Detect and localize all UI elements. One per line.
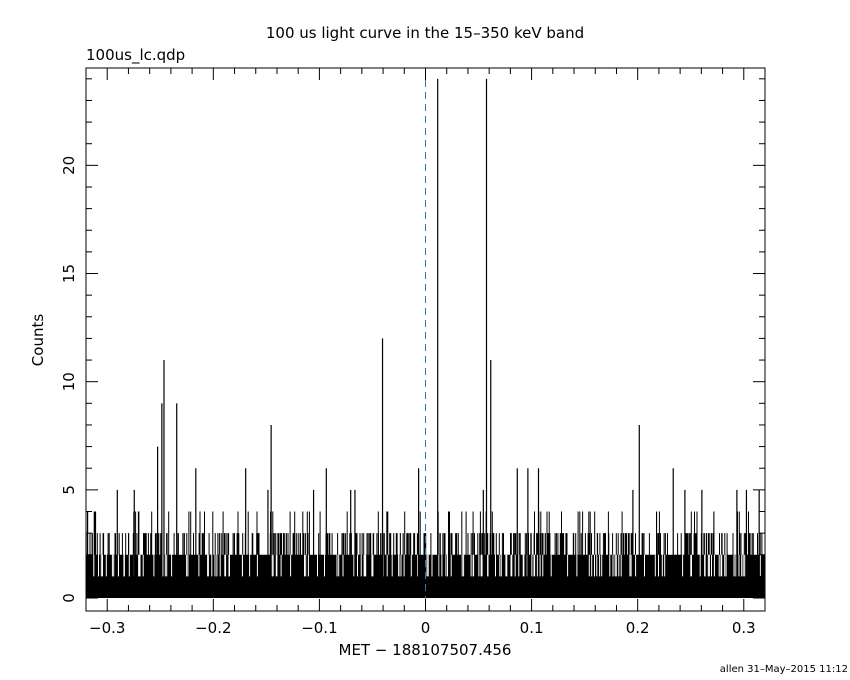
- chart-subtitle: 100us_lc.qdp: [86, 46, 185, 65]
- x-tick-label: 0: [421, 619, 431, 637]
- x-tick-label: 0.3: [732, 619, 756, 637]
- background-gaps: [93, 554, 761, 577]
- y-tick-labels: 0 5 10 15 20: [60, 156, 78, 603]
- y-tick-label: 0: [60, 593, 78, 603]
- x-tick-label: 0.2: [626, 619, 650, 637]
- x-axis-label: MET − 188107507.456: [339, 641, 512, 659]
- y-tick-label: 5: [60, 485, 78, 495]
- axis-ticks: [85, 68, 766, 611]
- x-tick-label: 0.1: [520, 619, 544, 637]
- x-tick-label: −0.1: [301, 619, 337, 637]
- footer-credit: allen 31–May–2015 11:12: [720, 664, 848, 675]
- y-tick-label: 20: [60, 156, 78, 175]
- y-tick-label: 15: [60, 264, 78, 283]
- x-tick-labels: −0.3 −0.2 −0.1 0 0.1 0.2 0.3: [89, 619, 756, 637]
- y-axis-label: Counts: [29, 314, 47, 367]
- x-tick-label: −0.2: [195, 619, 231, 637]
- low-count-bins: [86, 511, 763, 598]
- chart-title: 100 us light curve in the 15–350 keV ban…: [266, 24, 584, 42]
- y-tick-label: 10: [60, 372, 78, 391]
- x-tick-label: −0.3: [89, 619, 125, 637]
